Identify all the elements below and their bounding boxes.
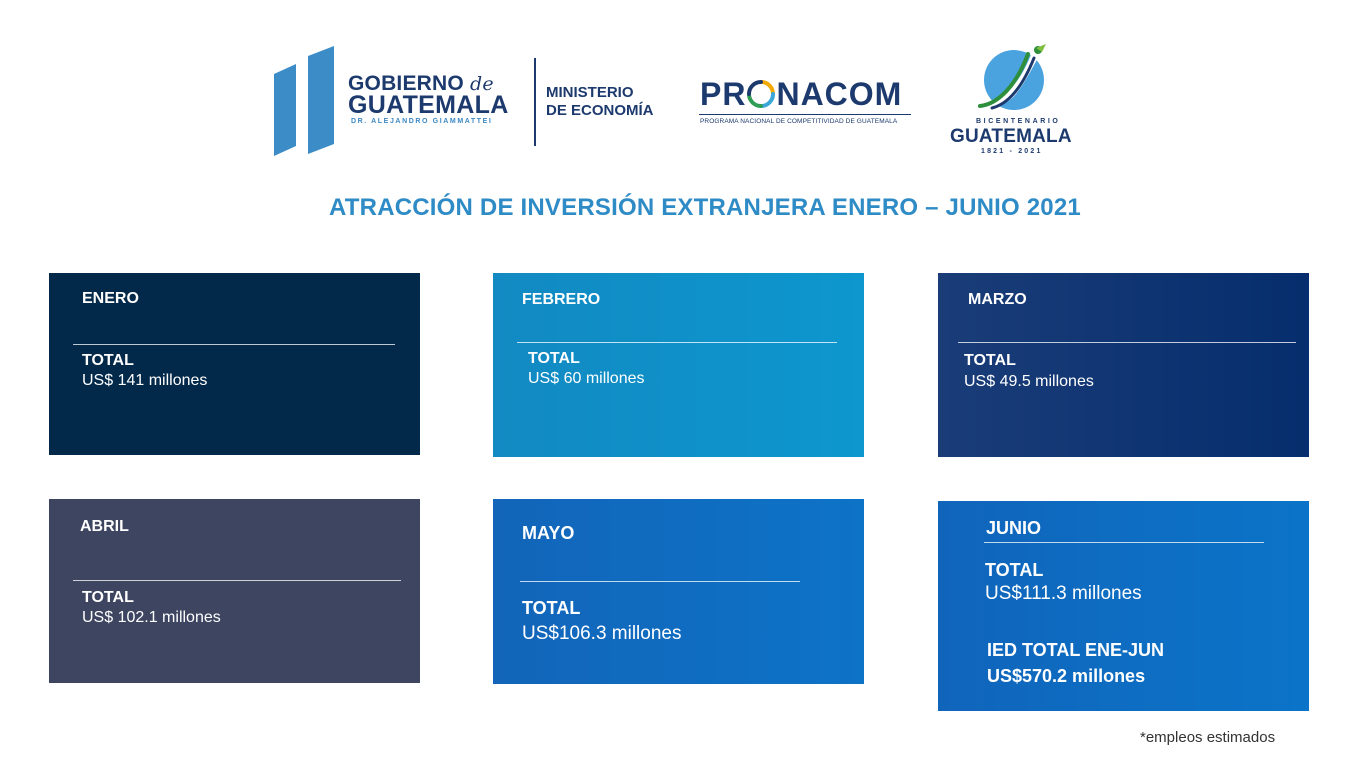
card-divider (73, 580, 401, 581)
card-total-label: TOTAL (82, 589, 134, 606)
ministerio-line2: DE ECONOMÍA (546, 102, 654, 119)
card-month-label: MAYO (522, 523, 575, 543)
card-total-value: US$ 102.1 millones (82, 609, 221, 626)
card-total-label: TOTAL (82, 352, 134, 369)
card-month-label: JUNIO (986, 518, 1042, 538)
card-divider (517, 342, 837, 343)
pronacom-underline (699, 114, 911, 115)
month-card-enero: ENERO TOTAL US$ 141 millones (49, 273, 420, 455)
quetzal-globe-icon (978, 44, 1046, 110)
grand-total-label: IED TOTAL ENE-JUN (987, 640, 1165, 660)
card-month-label: MARZO (968, 291, 1027, 308)
month-card-abril: ABRIL TOTAL US$ 102.1 millones (49, 499, 420, 683)
month-card-mayo: MAYO TOTAL US$106.3 millones (493, 499, 864, 684)
card-total-value: US$111.3 millones (985, 583, 1142, 604)
pronacom-wordmark: PR NACOM (700, 76, 903, 112)
month-card-marzo: MARZO TOTAL US$ 49.5 millones (938, 273, 1309, 457)
card-month-label: FEBRERO (522, 291, 601, 308)
pronacom-subtitle: PROGRAMA NACIONAL DE COMPETITIVIDAD DE G… (700, 118, 898, 125)
card-total-label: TOTAL (985, 560, 1044, 580)
bicentenario-country: GUATEMALA (950, 126, 1072, 147)
card-month-label: ABRIL (80, 518, 129, 535)
card-total-label: TOTAL (528, 350, 580, 367)
gobierno-bars-icon (274, 46, 334, 156)
card-divider (984, 542, 1264, 543)
pronacom-swirl-icon (747, 80, 776, 108)
card-total-value: US$106.3 millones (522, 623, 682, 644)
month-card-junio: JUNIO TOTAL US$111.3 millones IED TOTAL … (938, 501, 1309, 711)
grand-total-value: US$570.2 millones (987, 666, 1146, 686)
gobierno-president: DR. ALEJANDRO GIAMMATTEI (351, 118, 493, 125)
card-total-label: TOTAL (964, 352, 1016, 369)
card-total-value: US$ 49.5 millones (964, 373, 1094, 390)
card-total-label: TOTAL (522, 598, 581, 618)
gobierno-line2: GUATEMALA (348, 91, 509, 119)
card-divider (958, 342, 1296, 343)
month-card-febrero: FEBRERO TOTAL US$ 60 millones (493, 273, 864, 457)
ministerio-line1: MINISTERIO (546, 84, 634, 101)
bicentenario-label: BICENTENARIO (976, 118, 1061, 125)
gobierno-line1: GOBIERNO de (348, 72, 494, 95)
card-total-value: US$ 60 millones (528, 370, 645, 387)
bicentenario-years: 1821 - 2021 (981, 148, 1043, 155)
logo-divider (534, 58, 536, 146)
footnote: *empleos estimados (1140, 729, 1276, 746)
card-divider (73, 344, 395, 345)
page-title: ATRACCIÓN DE INVERSIÓN EXTRANJERA ENERO … (329, 194, 1081, 221)
card-divider (520, 581, 800, 582)
card-total-value: US$ 141 millones (82, 372, 208, 389)
card-month-label: ENERO (82, 290, 139, 307)
